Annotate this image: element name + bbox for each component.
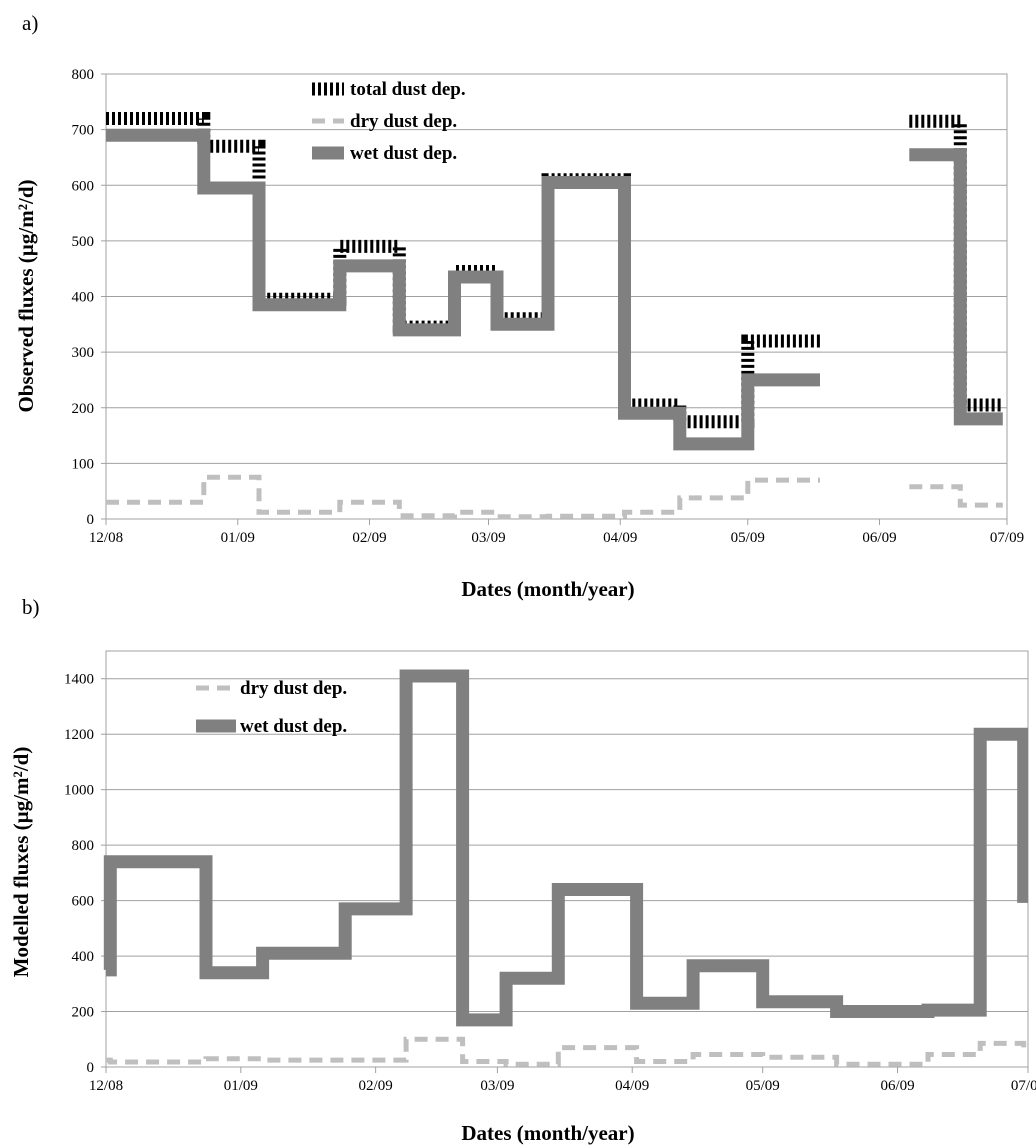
panel-b-x-axis-title: Dates (month/year) — [461, 1121, 634, 1145]
series-line-dashed — [106, 1036, 1028, 1067]
panel-a-y-axis-title: Observed fluxes (µg/m²/d) — [14, 179, 38, 412]
x-tick-label: 04/09 — [603, 530, 637, 546]
x-tick-label: 03/09 — [480, 1078, 514, 1094]
series-line-dashed — [106, 474, 1003, 520]
panel-a-chart: a) 0 100 200 300 400 500 600 700 800 12/08 01/09 0… — [14, 11, 1024, 601]
panel-b-plot-area — [105, 650, 1029, 1068]
y-tick-label: 0 — [87, 1060, 95, 1076]
x-tick-label: 07/09 — [990, 530, 1024, 546]
panel-b-gridlines — [101, 678, 1028, 1068]
panel-b-y-tick-labels: 0 200 400 600 800 1000 1200 1400 — [64, 672, 94, 1076]
x-tick-label: 03/09 — [471, 530, 505, 546]
x-tick-label: 12/08 — [89, 530, 123, 546]
panel-a-legend: total dust dep. dry dust dep. wet dust dep… — [312, 79, 466, 164]
legend-label: total dust dep. — [350, 79, 466, 100]
x-tick-label: 01/09 — [224, 1078, 258, 1094]
y-tick-label: 200 — [72, 401, 95, 417]
legend-label: dry dust dep. — [350, 111, 457, 132]
x-tick-label: 05/09 — [746, 1078, 780, 1094]
y-tick-label: 400 — [72, 949, 95, 965]
x-tick-label: 07/09 — [1011, 1078, 1036, 1094]
y-tick-label: 1200 — [64, 727, 94, 743]
panel-a-x-tick-labels: 12/08 01/09 02/09 03/09 04/09 05/09 06/09 07/09 — [89, 519, 1024, 546]
panel-a-series — [106, 112, 1003, 520]
panel-a-y-tick-labels: 0 100 200 300 400 500 600 700 800 — [72, 67, 95, 528]
panel-a-label: a) — [22, 11, 38, 35]
x-tick-label: 12/08 — [89, 1078, 123, 1094]
y-tick-label: 1000 — [64, 783, 94, 799]
y-tick-label: 700 — [72, 123, 95, 139]
legend-label: wet dust dep. — [350, 143, 457, 164]
y-tick-label: 1400 — [64, 672, 94, 688]
x-tick-label: 06/09 — [880, 1078, 914, 1094]
x-tick-label: 01/09 — [221, 530, 255, 546]
x-tick-label: 02/09 — [359, 1078, 393, 1094]
x-tick-label: 04/09 — [615, 1078, 649, 1094]
y-tick-label: 600 — [72, 178, 95, 194]
y-tick-label: 0 — [87, 512, 95, 528]
x-tick-label: 06/09 — [862, 530, 896, 546]
y-tick-label: 100 — [72, 456, 95, 472]
x-tick-label: 02/09 — [352, 530, 386, 546]
panel-a-x-axis-title: Dates (month/year) — [461, 577, 634, 601]
series-line-solid — [103, 669, 1028, 1027]
legend-label: wet dust dep. — [240, 716, 347, 737]
y-tick-label: 500 — [72, 234, 95, 250]
y-tick-label: 200 — [72, 1005, 95, 1021]
panel-b-y-axis-title: Modelled fluxes (µg/m²/d) — [9, 747, 33, 978]
panel-b-legend: dry dust dep. wet dust dep. — [196, 678, 347, 737]
x-tick-label: 05/09 — [731, 530, 765, 546]
series-line-solid — [106, 128, 1003, 451]
y-tick-label: 800 — [72, 838, 95, 854]
y-tick-label: 300 — [72, 345, 95, 361]
y-tick-label: 800 — [72, 67, 95, 83]
y-tick-label: 400 — [72, 290, 95, 306]
y-tick-label: 600 — [72, 894, 95, 910]
panel-b-label: b) — [22, 595, 40, 619]
panel-b-x-tick-labels: 12/08 01/09 02/09 03/09 04/09 05/09 06/09 07/09 — [89, 1067, 1036, 1094]
panel-b-chart: b) 0 200 400 600 800 1000 1200 1400 12/08 01/09 0… — [9, 595, 1036, 1145]
panel-b-series — [103, 669, 1028, 1067]
legend-label: dry dust dep. — [240, 678, 347, 699]
